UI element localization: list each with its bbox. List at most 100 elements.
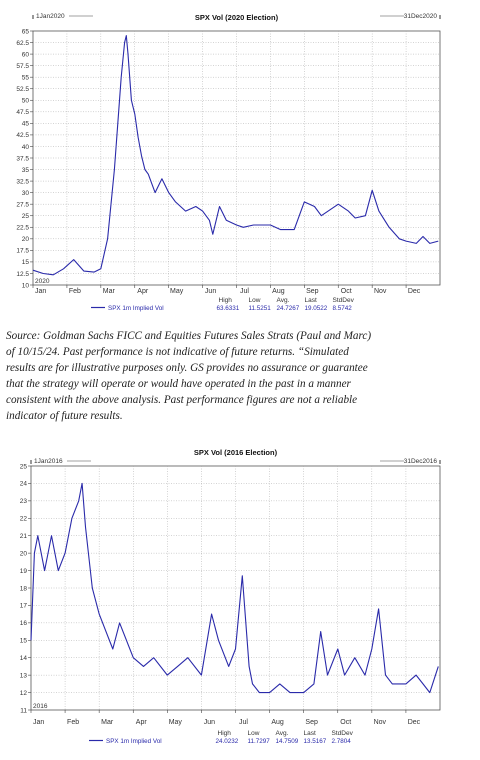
source-note-line: Source: Goldman Sachs FICC and Equities … [6, 330, 372, 342]
legend-series-name: SPX 1m Implied Vol [108, 305, 164, 312]
year-label: 2016 [33, 703, 48, 710]
y-tick-label: 21 [20, 533, 28, 540]
chart-group: SPX Vol (2016 Election) 1Jan2016 31Dec2016… [20, 448, 441, 745]
x-tick-label: Jan [33, 719, 44, 726]
x-tick-label: Apr [136, 719, 148, 726]
y-tick-label: 11 [20, 707, 27, 714]
y-tick-label: 17.5 [16, 248, 29, 255]
y-tick-label: 47.5 [16, 109, 29, 116]
stats-value: 14.7509 [276, 738, 299, 745]
y-tick-label: 42.5 [16, 132, 29, 139]
year-label: 2020 [35, 278, 50, 285]
y-tick-label: 65 [22, 28, 30, 35]
x-tick-label: Feb [67, 719, 79, 726]
y-tick-label: 20 [22, 236, 30, 243]
stats-header: Avg. [276, 730, 289, 737]
chart-title: SPX Vol (2020 Election) [195, 13, 279, 22]
x-tick-label: Jul [239, 719, 248, 726]
stats-value: 11.7297 [248, 738, 271, 745]
y-tick-label: 50 [22, 98, 30, 105]
y-tick-label: 19 [20, 568, 28, 575]
stats-value: 11.5251 [249, 305, 272, 312]
chart-2020: SPX Vol (2020 Election) 1Jan2020 31Dec2020… [0, 0, 480, 322]
y-tick-label: 60 [22, 51, 30, 58]
y-tick-label: 40 [22, 144, 30, 151]
y-tick-label: 16 [20, 620, 28, 627]
x-tick-label: Mar [103, 288, 116, 295]
stats-value: 13.5167 [304, 738, 327, 745]
stats-value: 8.5742 [333, 305, 353, 312]
x-tick-label: Nov [374, 719, 387, 726]
series-line [30, 482, 439, 694]
y-tick-label: 27.5 [16, 201, 29, 208]
x-tick-label: Jul [240, 288, 249, 295]
x-tick-label: Feb [69, 288, 81, 295]
y-tick-label: 22 [20, 516, 28, 523]
y-tick-label: 23 [20, 498, 28, 505]
y-tick-label: 13 [20, 672, 28, 679]
source-note-line: indicator of future results. [6, 410, 123, 422]
stats-header: High [219, 297, 233, 304]
x-tick-label: Jun [204, 719, 215, 726]
start-date-label: 1Jan2020 [36, 13, 65, 20]
stats-value: 19.0522 [305, 305, 328, 312]
x-tick-label: May [170, 288, 184, 295]
source-note-line: of 10/15/24. Past performance is not ind… [6, 346, 349, 358]
source-note: Source: Goldman Sachs FICC and Equities … [6, 328, 480, 424]
y-tick-label: 14 [20, 655, 28, 662]
x-tick-label: Dec [408, 288, 421, 295]
y-tick-label: 15 [22, 259, 30, 266]
stats-header: Avg. [277, 297, 290, 304]
source-note-line: that the strategy will operate or would … [6, 378, 351, 390]
y-tick-label: 30 [22, 190, 30, 197]
y-tick-label: 18 [20, 585, 28, 592]
stats-header: Low [248, 730, 260, 737]
y-tick-label: 52.5 [16, 86, 29, 93]
stats-header: Last [305, 297, 317, 304]
y-tick-label: 57.5 [16, 63, 29, 70]
x-tick-label: Mar [101, 719, 114, 726]
x-tick-label: Nov [374, 288, 387, 295]
y-tick-label: 20 [20, 550, 28, 557]
y-tick-label: 12.5 [16, 271, 29, 278]
y-tick-label: 55 [22, 74, 30, 81]
chart-group: SPX Vol (2020 Election) 1Jan2020 31Dec2020… [16, 13, 441, 312]
x-tick-label: Aug [272, 288, 285, 295]
y-tick-label: 10 [22, 282, 30, 289]
x-tick-label: Aug [271, 719, 284, 726]
x-tick-label: Oct [341, 288, 352, 295]
x-tick-label: May [169, 719, 183, 726]
y-tick-label: 32.5 [16, 178, 29, 185]
x-tick-label: Jan [35, 288, 46, 295]
x-tick-label: Sep [306, 288, 319, 295]
chart-2020-svg: SPX Vol (2020 Election) 1Jan2020 31Dec2020… [16, 13, 441, 312]
stats-value: 63.6331 [217, 305, 240, 312]
y-tick-label: 24 [20, 481, 28, 488]
stats-value: 24.0232 [216, 738, 239, 745]
y-tick-label: 12 [20, 690, 28, 697]
y-tick-label: 22.5 [16, 225, 29, 232]
y-tick-label: 62.5 [16, 40, 29, 47]
x-tick-label: Oct [340, 719, 351, 726]
source-note-line: consistent with the above analysis. Past… [6, 394, 358, 406]
x-tick-label: Apr [137, 288, 149, 295]
series-line [32, 35, 439, 276]
stats-header: Last [304, 730, 316, 737]
x-tick-label: Sep [305, 719, 318, 726]
y-tick-label: 45 [22, 121, 30, 128]
x-tick-label: Jun [205, 288, 216, 295]
y-tick-label: 17 [20, 603, 28, 610]
legend-series-name: SPX 1m Implied Vol [106, 738, 162, 745]
x-tick-label: Dec [408, 719, 421, 726]
start-date-label: 1Jan2016 [34, 458, 63, 465]
stats-header: StdDev [333, 297, 355, 304]
y-tick-label: 25 [22, 213, 30, 220]
y-tick-label: 37.5 [16, 155, 29, 162]
stats-value: 24.7267 [277, 305, 300, 312]
y-tick-label: 35 [22, 167, 30, 174]
stats-value: 2.7804 [332, 738, 352, 745]
end-date-label: 31Dec2020 [404, 13, 438, 20]
stats-header: StdDev [332, 730, 354, 737]
source-note-line: results are for illustrative purposes on… [6, 362, 368, 374]
end-date-label: 31Dec2016 [404, 458, 438, 465]
